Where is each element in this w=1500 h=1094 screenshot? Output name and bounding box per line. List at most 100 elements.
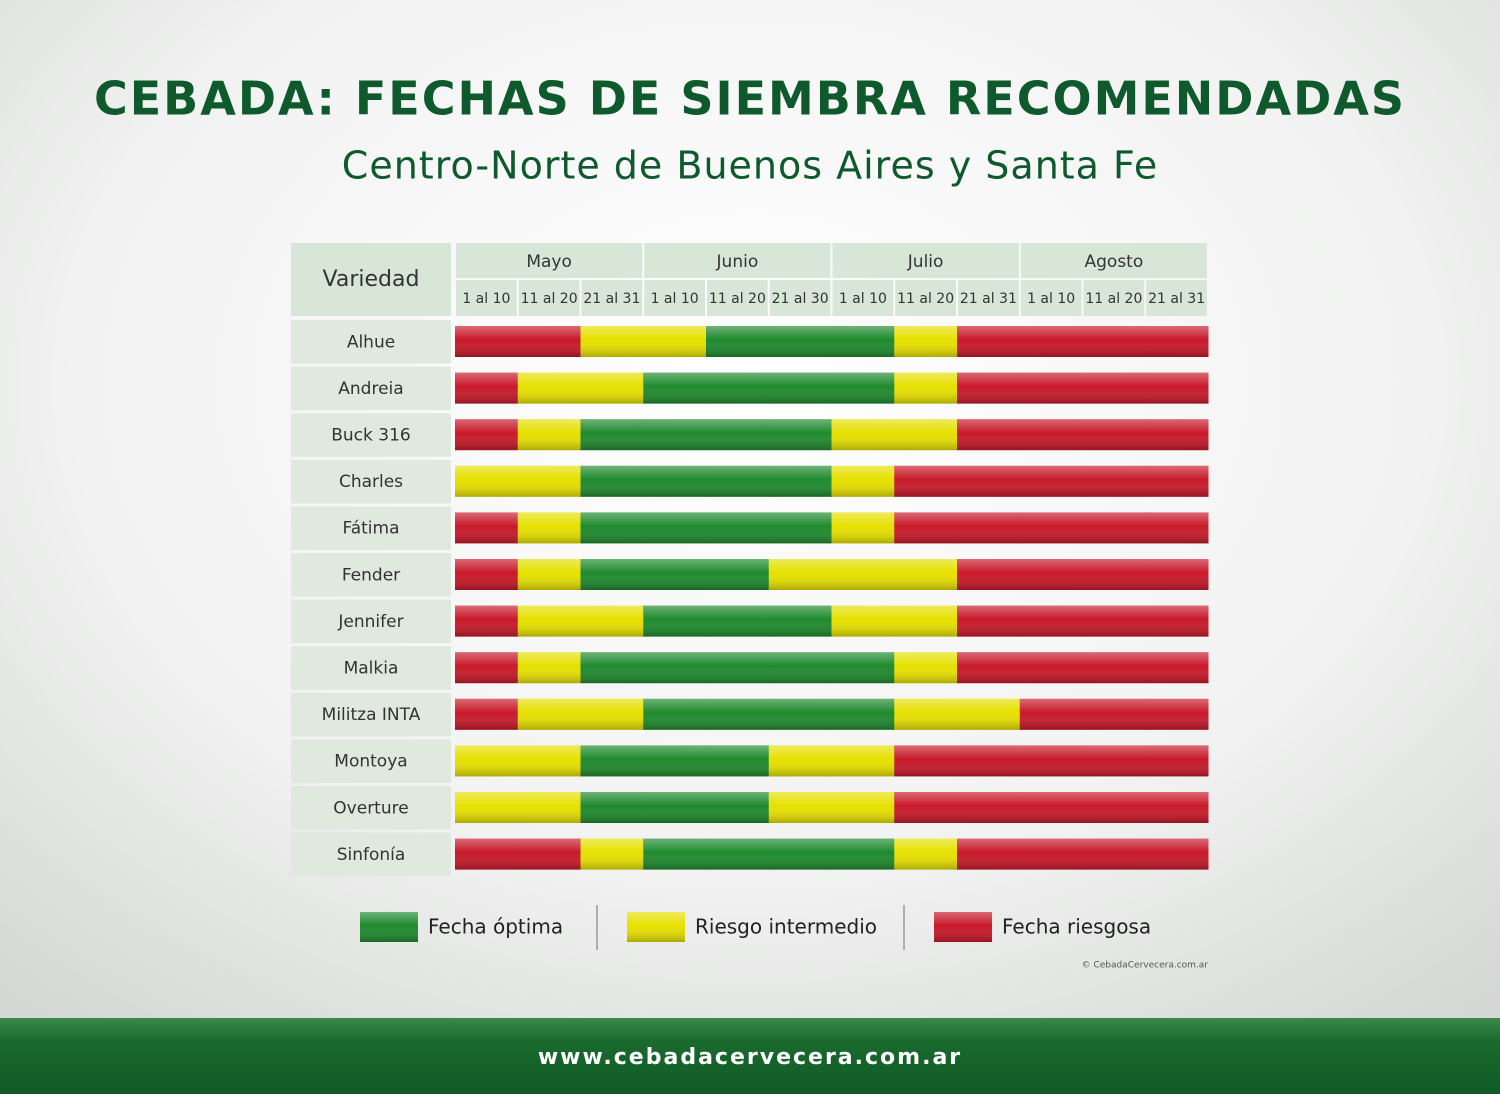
cell-shine xyxy=(894,605,958,637)
cell-shine xyxy=(643,465,707,497)
cell-shine xyxy=(455,745,519,777)
cell-shine xyxy=(1082,512,1146,544)
cell-shine xyxy=(1145,745,1209,777)
cell-shine xyxy=(831,512,895,544)
cell-shine xyxy=(580,698,644,730)
period-cell xyxy=(769,280,831,316)
cell-shine xyxy=(706,698,770,730)
period-label: 21 al 31 xyxy=(1148,291,1205,307)
cell-shine xyxy=(517,652,581,684)
cell-shine xyxy=(1082,419,1146,451)
cell-shine xyxy=(831,419,895,451)
cell-shine xyxy=(706,512,770,544)
cell-shine xyxy=(580,419,644,451)
cell-shine xyxy=(957,372,1021,404)
cell-shine xyxy=(768,372,832,404)
cell-shine xyxy=(643,838,707,870)
row-label: Overture xyxy=(333,798,408,818)
cell-shine xyxy=(1145,698,1209,730)
cell-shine xyxy=(894,559,958,590)
cell-shine xyxy=(643,605,707,637)
cell-shine xyxy=(957,792,1021,823)
table: Mayo Junio Julio Agosto 1 al 10 11 al 20 21 al… xyxy=(291,243,1209,950)
cell-shine xyxy=(1082,698,1146,730)
cell-shine xyxy=(831,652,895,684)
cell-shine xyxy=(768,745,832,777)
cell-shine xyxy=(1145,465,1209,497)
cell-shine xyxy=(455,605,519,637)
period-cell xyxy=(958,280,1019,316)
cell-shine xyxy=(1082,465,1146,497)
month-label: Junio xyxy=(716,252,759,272)
cell-shine xyxy=(706,792,770,823)
row-label-cell xyxy=(291,413,451,457)
cell-shine xyxy=(517,372,581,404)
row-label-cell xyxy=(291,692,451,737)
cell-shine xyxy=(831,745,895,777)
cell-shine xyxy=(1145,792,1209,823)
footer-url: www.cebadacervecera.com.ar xyxy=(538,1045,962,1070)
cell-shine xyxy=(706,465,770,497)
cell-shine xyxy=(580,465,644,497)
period-label: 11 al 20 xyxy=(521,291,578,307)
cell-shine xyxy=(768,792,832,823)
cell-shine xyxy=(894,652,958,684)
cell-shine xyxy=(768,698,832,730)
cell-shine xyxy=(517,465,581,497)
cell-shine xyxy=(768,465,832,497)
cell-shine xyxy=(580,512,644,544)
cell-shine xyxy=(706,838,770,870)
cell-shine xyxy=(768,559,832,590)
cell-shine xyxy=(957,419,1021,451)
cell-shine xyxy=(831,559,895,590)
cell-shine xyxy=(643,326,707,357)
cell-shine xyxy=(957,838,1021,870)
cell-shine xyxy=(1019,605,1083,637)
cell-shine xyxy=(580,652,644,684)
period-label: 1 al 10 xyxy=(462,291,510,307)
cell-shine xyxy=(1082,605,1146,637)
month-cell xyxy=(1020,243,1207,278)
period-label: 1 al 10 xyxy=(1027,291,1075,307)
cell-shine xyxy=(957,559,1021,590)
cell-shine xyxy=(517,419,581,451)
row-label: Buck 316 xyxy=(331,426,410,446)
row-label-cell xyxy=(291,553,451,597)
period-cell xyxy=(707,280,768,316)
period-label: 1 al 10 xyxy=(839,291,887,307)
credit: © CebadaCervecera.com.ar xyxy=(1082,961,1209,971)
cell-shine xyxy=(517,559,581,590)
cell-shine xyxy=(768,838,832,870)
cell-shine xyxy=(455,326,519,357)
cell-shine xyxy=(580,745,644,777)
row-label: Montoya xyxy=(334,752,407,772)
period-cell xyxy=(456,280,517,316)
period-cell xyxy=(1020,280,1082,316)
cell-shine xyxy=(768,512,832,544)
cell-shine xyxy=(957,512,1021,544)
cell-shine xyxy=(957,326,1021,357)
cell-shine xyxy=(643,372,707,404)
row-label: Andreia xyxy=(338,379,403,399)
cell-shine xyxy=(894,698,958,730)
row-label: Jennifer xyxy=(337,612,403,632)
cell-shine xyxy=(517,698,581,730)
row-label: Fátima xyxy=(342,519,399,539)
cell-shine xyxy=(894,745,958,777)
cell-shine xyxy=(831,326,895,357)
corner-label: Variedad xyxy=(323,267,420,292)
cell-shine xyxy=(1019,326,1083,357)
cell-shine xyxy=(768,652,832,684)
cell-shine xyxy=(831,605,895,637)
cell-shine xyxy=(894,326,958,357)
row-label-cell xyxy=(291,320,451,364)
cell-shine xyxy=(455,838,519,870)
cell-shine xyxy=(455,792,519,823)
cell-shine xyxy=(517,792,581,823)
cell-shine xyxy=(455,372,519,404)
cell-shine xyxy=(957,698,1021,730)
period-cell xyxy=(581,280,643,316)
cell-shine xyxy=(1145,652,1209,684)
cell-shine xyxy=(706,559,770,590)
cell-shine xyxy=(706,419,770,451)
